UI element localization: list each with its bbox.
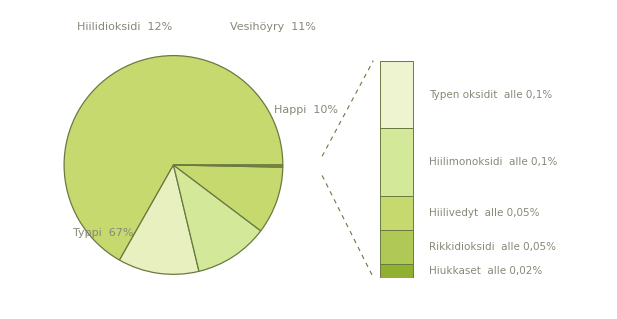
Text: Hiilidioksidi  12%: Hiilidioksidi 12% xyxy=(77,22,172,32)
Wedge shape xyxy=(120,165,199,274)
Bar xyxy=(380,264,413,278)
Bar xyxy=(380,196,413,230)
Bar xyxy=(380,61,413,128)
Text: Hiilimonoksidi  alle 0,1%: Hiilimonoksidi alle 0,1% xyxy=(429,157,557,167)
Wedge shape xyxy=(173,165,261,271)
Bar xyxy=(380,230,413,264)
Text: Rikkidioksidi  alle 0,05%: Rikkidioksidi alle 0,05% xyxy=(429,242,556,252)
Bar xyxy=(380,128,413,196)
Text: Vesihöyry  11%: Vesihöyry 11% xyxy=(230,22,316,32)
Wedge shape xyxy=(173,165,283,231)
Wedge shape xyxy=(173,165,283,167)
Text: Hiukkaset  alle 0,02%: Hiukkaset alle 0,02% xyxy=(429,266,542,276)
Text: Typen oksidit  alle 0,1%: Typen oksidit alle 0,1% xyxy=(429,90,552,100)
Text: Happi  10%: Happi 10% xyxy=(274,105,338,115)
Text: Typpi  67%: Typpi 67% xyxy=(73,228,133,238)
Text: Hiilivedyt  alle 0,05%: Hiilivedyt alle 0,05% xyxy=(429,208,539,218)
Wedge shape xyxy=(64,56,283,260)
